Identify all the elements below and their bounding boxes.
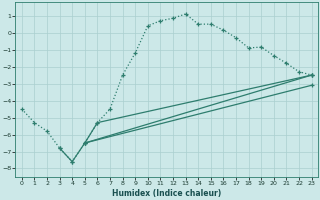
X-axis label: Humidex (Indice chaleur): Humidex (Indice chaleur) <box>112 189 221 198</box>
